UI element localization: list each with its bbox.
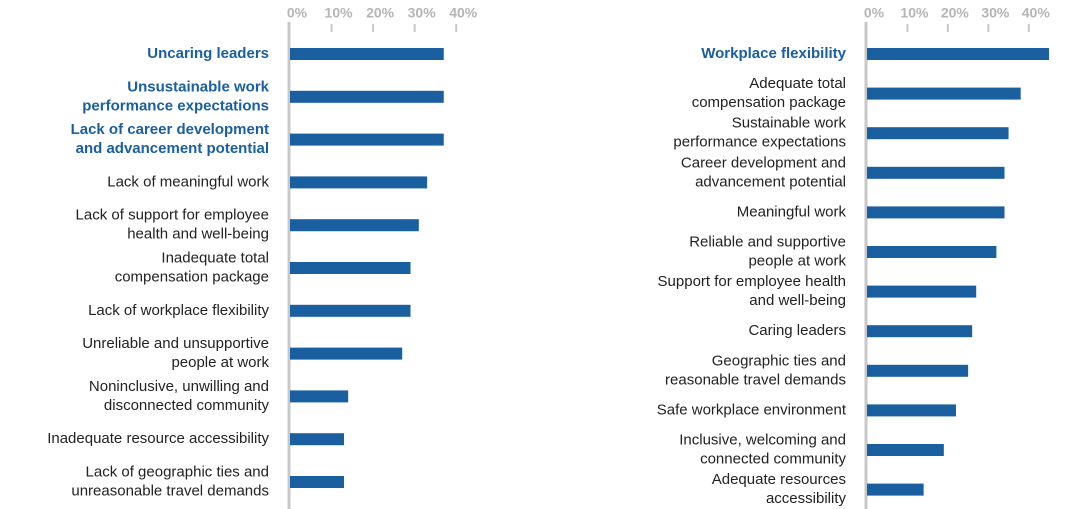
text-line: reasonable travel demands: [665, 371, 846, 388]
text-line: Support for employee health: [658, 273, 846, 290]
text-line: Inadequate total: [161, 249, 269, 266]
text-line: accessibility: [766, 490, 847, 507]
text-line: Career development and: [681, 154, 846, 171]
x-tick-label: 40%: [1022, 5, 1051, 21]
category-label: Lack of career development and advancemen…: [71, 121, 269, 157]
text-line: unreasonable travel demands: [71, 482, 269, 499]
bar: [867, 444, 944, 456]
x-tick-label: 20%: [366, 5, 395, 21]
x-tick-label: 10%: [900, 5, 929, 21]
text-line: people at work: [171, 354, 269, 371]
bar: [867, 87, 1021, 100]
x-tick-label: 30%: [981, 5, 1010, 21]
x-tick-label: 0%: [864, 5, 885, 21]
text-line: Unreliable and unsupportive: [82, 335, 269, 352]
category-label: Career development and advancement potent…: [681, 154, 846, 190]
bar: [867, 206, 1005, 219]
category-label: Caring leaders: [748, 322, 846, 339]
category-label: Unsustainable work performance expectatio…: [82, 78, 269, 114]
text-line: Reliable and supportive: [689, 233, 846, 250]
x-tick-label: 30%: [408, 5, 437, 21]
text-line: performance expectations: [82, 97, 269, 114]
text-line: health and well-being: [127, 226, 269, 243]
category-label: Inadequate resource accessibility: [47, 430, 269, 447]
text-line: performance expectations: [673, 134, 846, 151]
bar: [290, 90, 444, 103]
bar: [867, 166, 1005, 179]
bar: [290, 476, 345, 488]
x-tick-label: 20%: [941, 5, 970, 21]
category-label: Lack of geographic ties and unreasonable …: [71, 463, 269, 499]
category-label: Sustainable work performance expectations: [673, 115, 846, 151]
text-line: compensation package: [692, 94, 846, 111]
text-line: Inclusive, welcoming and: [679, 431, 846, 448]
text-line: Unsustainable work: [127, 78, 269, 95]
bar: [290, 262, 411, 274]
text-line: Geographic ties and: [712, 352, 846, 369]
category-label: Adequate total compensation package: [692, 75, 846, 111]
bar: [290, 390, 349, 403]
text-line: disconnected community: [104, 397, 270, 414]
category-label: Lack of workplace flexibility: [88, 302, 269, 319]
category-label: Lack of support for employee health and w…: [76, 207, 269, 243]
category-label: Inadequate total compensation package: [115, 249, 269, 285]
bar: [290, 433, 345, 446]
text-line: Adequate total: [749, 75, 846, 92]
text-line: and advancement potential: [76, 140, 269, 157]
text-line: and well-being: [749, 292, 846, 309]
bar: [867, 483, 924, 496]
text-line: Lack of career development: [71, 121, 269, 138]
bar: [867, 325, 973, 338]
text-line: advancement potential: [695, 173, 846, 190]
category-label: Workplace flexibility: [701, 45, 846, 62]
category-label: Meaningful work: [737, 203, 847, 220]
text-line: connected community: [700, 450, 846, 467]
bar: [867, 127, 1009, 140]
bar: [867, 364, 969, 377]
x-tick-label: 40%: [449, 5, 478, 21]
bar: [867, 404, 956, 417]
category-label: Reliable and supportive people at work: [689, 233, 846, 269]
category-label: Lack of meaningful work: [107, 173, 269, 190]
text-line: Adequate resources: [712, 471, 846, 488]
bar: [867, 48, 1049, 60]
bar: [290, 347, 403, 360]
text-line: Lack of support for employee: [76, 207, 269, 224]
category-label: Inclusive, welcoming and connected commun…: [679, 431, 846, 467]
bar: [290, 48, 444, 60]
bar: [290, 176, 428, 189]
category-label: Safe workplace environment: [657, 401, 847, 418]
bar: [867, 285, 977, 298]
x-tick-label: 10%: [325, 5, 354, 21]
text-line: Sustainable work: [732, 115, 847, 132]
bar: [290, 133, 444, 146]
category-label: Adequate resources accessibility: [712, 471, 847, 507]
category-label: Noninclusive, unwilling and disconnected …: [89, 378, 270, 414]
text-line: Lack of geographic ties and: [86, 463, 269, 480]
bar: [867, 246, 997, 258]
category-label: Support for employee health and well-bein…: [658, 273, 846, 309]
text-line: Noninclusive, unwilling and: [89, 378, 269, 395]
text-line: compensation package: [115, 268, 269, 285]
category-label: Uncaring leaders: [147, 45, 269, 62]
bar: [290, 219, 419, 232]
x-tick-label: 0%: [287, 5, 308, 21]
text-line: people at work: [748, 252, 846, 269]
category-label: Geographic ties and reasonable travel dem…: [665, 352, 846, 388]
category-label: Unreliable and unsupportive people at wor…: [82, 335, 269, 371]
bar: [290, 304, 411, 317]
